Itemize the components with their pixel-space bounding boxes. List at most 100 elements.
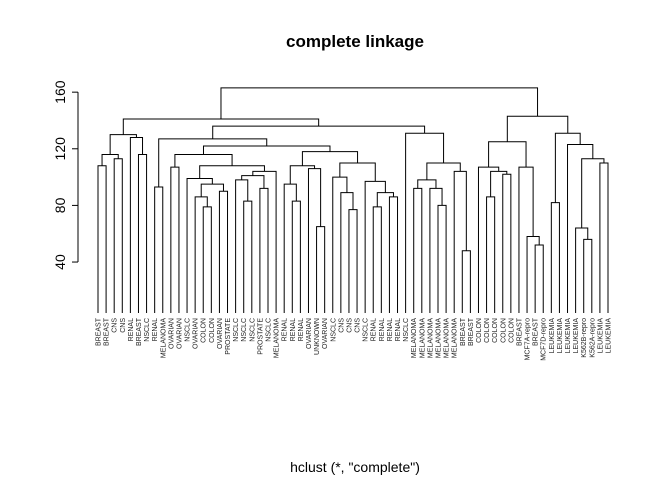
branch bbox=[575, 227, 589, 313]
branch bbox=[235, 179, 249, 313]
branch bbox=[502, 173, 512, 313]
branch bbox=[490, 170, 508, 197]
y-tick-label: 120 bbox=[52, 137, 68, 161]
leaf-label: RENAL bbox=[298, 318, 305, 341]
leaf-label: LEUKEMIA bbox=[597, 318, 604, 354]
branch bbox=[453, 170, 467, 313]
leaf-label: RENAL bbox=[395, 318, 402, 341]
y-tick-label: 160 bbox=[52, 80, 68, 104]
branch bbox=[122, 118, 320, 135]
leaf-label: OVARIAN bbox=[193, 318, 200, 349]
leaf-label: PROSTATE bbox=[257, 318, 264, 355]
leaf-label: BREAST bbox=[136, 317, 143, 346]
x-axis-label: hclust (*, "complete") bbox=[290, 459, 420, 475]
branch bbox=[243, 200, 253, 313]
branch bbox=[364, 180, 386, 313]
leaf-label: K562A-repro bbox=[589, 318, 596, 358]
branch bbox=[316, 226, 326, 313]
branch bbox=[340, 192, 354, 313]
leaf-label: CNS bbox=[338, 318, 345, 333]
leaf-label: RENAL bbox=[128, 318, 135, 341]
leaf-label: CNS bbox=[346, 318, 353, 333]
leaf-label: COLON bbox=[508, 318, 515, 343]
branch bbox=[129, 136, 144, 313]
leaf-label: PROSTATE bbox=[225, 318, 232, 355]
branch bbox=[97, 165, 107, 313]
branch bbox=[332, 176, 348, 313]
leaf-label: RENAL bbox=[387, 318, 394, 341]
chart-title: complete linkage bbox=[286, 32, 424, 51]
leaf-label: BREAST bbox=[516, 317, 523, 346]
leaf-label: COLON bbox=[201, 318, 208, 343]
branch bbox=[388, 196, 399, 313]
branch bbox=[526, 236, 540, 313]
leaf-label: MELANOMA bbox=[411, 318, 418, 358]
leaf-label: MELANOMA bbox=[444, 318, 451, 358]
branch bbox=[599, 162, 609, 313]
branch bbox=[429, 187, 443, 313]
leaf-label: RENAL bbox=[371, 318, 378, 341]
leaf-label: CNS bbox=[355, 318, 362, 333]
branch bbox=[252, 170, 277, 313]
leaf-label: BREAST bbox=[468, 317, 475, 346]
leaf-label: BREAST bbox=[533, 317, 540, 346]
branch bbox=[339, 162, 376, 182]
branch bbox=[174, 153, 233, 168]
leaf-label: COLON bbox=[492, 318, 499, 343]
branch bbox=[186, 178, 213, 313]
branch bbox=[137, 153, 148, 313]
y-tick-label: 80 bbox=[52, 197, 68, 213]
leaf-label: CNS bbox=[112, 318, 119, 333]
branch bbox=[534, 244, 544, 313]
leaf-label: LEUKEMIA bbox=[606, 318, 613, 354]
leaf-label: MELANOMA bbox=[452, 318, 459, 358]
branch bbox=[426, 162, 461, 180]
branch bbox=[170, 166, 180, 313]
branch bbox=[259, 187, 269, 313]
leaf-label: OVARIAN bbox=[217, 318, 224, 349]
leaf-label: MELANOMA bbox=[436, 318, 443, 358]
branch bbox=[283, 183, 297, 313]
branch bbox=[437, 204, 447, 313]
leaf-label: NSCLC bbox=[144, 318, 151, 342]
leaf-label: COLON bbox=[209, 318, 216, 343]
leaf-label: NSCLC bbox=[363, 318, 370, 342]
branch bbox=[301, 151, 359, 166]
leaf-label: OVARIAN bbox=[176, 318, 183, 349]
leaf-label: MELANOMA bbox=[427, 318, 434, 358]
leaf-label: BREAST bbox=[96, 317, 103, 346]
branch bbox=[212, 125, 426, 139]
branch bbox=[405, 132, 445, 313]
leaf-label: NSCLC bbox=[330, 318, 337, 342]
leaf-label: LEUKEMIA bbox=[573, 318, 580, 354]
branch bbox=[554, 132, 581, 203]
branch bbox=[567, 144, 594, 313]
branch bbox=[291, 200, 301, 313]
branch bbox=[109, 134, 137, 155]
leaf-label: COLON bbox=[476, 318, 483, 343]
branch bbox=[101, 153, 119, 166]
leaf-label: MCF7A-repro bbox=[525, 318, 532, 361]
leaf-label: K562B-repro bbox=[581, 318, 588, 358]
leaf-label: LEUKEMIA bbox=[565, 318, 572, 354]
y-tick-label: 40 bbox=[52, 254, 68, 270]
leaf-label: MELANOMA bbox=[160, 318, 167, 358]
branch bbox=[220, 87, 539, 120]
leaf-label: NSCLC bbox=[403, 318, 410, 342]
branch bbox=[581, 158, 605, 229]
leaf-label: RENAL bbox=[152, 318, 159, 341]
branch bbox=[417, 179, 437, 189]
branch bbox=[113, 158, 123, 313]
leaf-label: NSCLC bbox=[185, 318, 192, 342]
branch bbox=[518, 166, 534, 313]
leaf-label: OVARIAN bbox=[322, 318, 329, 349]
leaf-label: BREAST bbox=[104, 317, 111, 346]
branch bbox=[307, 168, 322, 313]
leaf-label: RENAL bbox=[379, 318, 386, 341]
leaf-label: COLON bbox=[484, 318, 491, 343]
leaf-label: MELANOMA bbox=[419, 318, 426, 358]
branch bbox=[583, 238, 593, 313]
branch bbox=[477, 166, 500, 313]
branch bbox=[218, 190, 229, 313]
